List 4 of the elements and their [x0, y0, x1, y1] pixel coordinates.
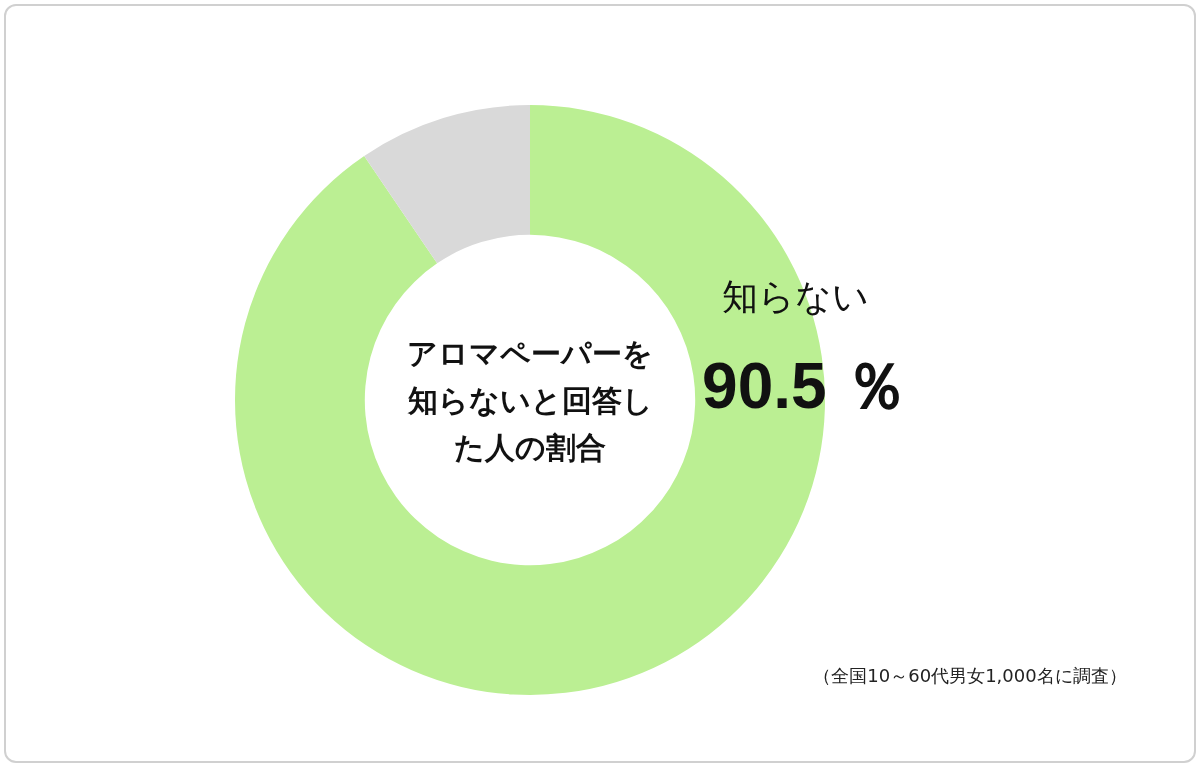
slice-label: 知らない	[721, 276, 869, 318]
data-label: 90.5 ％	[702, 349, 909, 422]
text: （全国10～60代男女1,000名に調査）	[812, 664, 1128, 688]
text: アロマペーパーを知らないと回答した人の割合	[406, 335, 654, 467]
